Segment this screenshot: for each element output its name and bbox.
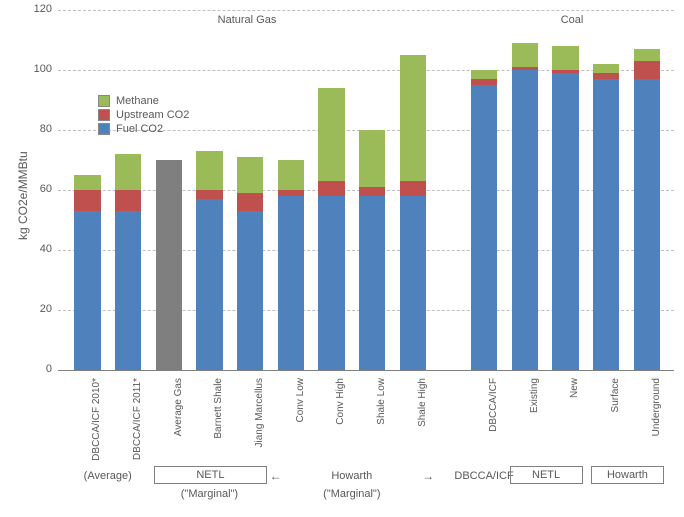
ytick-label: 20 — [40, 303, 52, 315]
bar-segment-fuel — [359, 196, 385, 370]
bar-segment-upstream — [593, 73, 619, 79]
bar-segment-fuel — [593, 79, 619, 370]
bar-segment-methane — [196, 151, 222, 190]
ytick-label: 100 — [34, 63, 52, 75]
bar-segment-upstream — [74, 190, 100, 211]
bar-segment-fuel — [552, 73, 578, 370]
bar-segment-methane — [237, 157, 263, 193]
subgroup-label: NETL — [510, 466, 583, 484]
subgroup-label: ("Marginal") — [159, 488, 259, 500]
bar-segment-fuel — [74, 211, 100, 370]
bar-segment-avg — [156, 160, 182, 370]
bar — [318, 10, 344, 370]
subgroup-label: ("Marginal") — [302, 488, 402, 500]
gridline — [58, 370, 674, 371]
bar-segment-methane — [318, 88, 344, 181]
bar-segment-fuel — [318, 196, 344, 370]
ytick-label: 120 — [34, 3, 52, 15]
arrow-right-icon: → — [422, 469, 434, 483]
bar-segment-methane — [278, 160, 304, 190]
ytick-label: 80 — [40, 123, 52, 135]
legend-item: Upstream CO2 — [98, 109, 189, 121]
bar-segment-methane — [512, 43, 538, 67]
bar-segment-upstream — [552, 70, 578, 73]
bar — [74, 10, 100, 370]
bar-segment-methane — [359, 130, 385, 187]
bar-segment-upstream — [196, 190, 222, 199]
bar-segment-fuel — [471, 85, 497, 370]
bar-segment-upstream — [471, 79, 497, 85]
bar-segment-methane — [593, 64, 619, 73]
bar-segment-fuel — [400, 196, 426, 370]
category-label: DBCCA/ICF — [488, 378, 499, 478]
bar-segment-methane — [552, 46, 578, 70]
group-header: Coal — [470, 14, 674, 26]
bar-segment-fuel — [278, 196, 304, 370]
ytick-label: 40 — [40, 243, 52, 255]
legend-swatch — [98, 109, 110, 121]
bar — [196, 10, 222, 370]
subgroup-label: Howarth — [302, 470, 402, 482]
bar-segment-upstream — [318, 181, 344, 196]
legend-swatch — [98, 95, 110, 107]
legend-label: Fuel CO2 — [116, 123, 163, 135]
bar-segment-methane — [471, 70, 497, 79]
bar — [115, 10, 141, 370]
ytick-label: 60 — [40, 183, 52, 195]
legend-item: Methane — [98, 95, 189, 107]
category-label: Conv Low — [295, 378, 306, 478]
category-label: Existing — [529, 378, 540, 478]
bar — [359, 10, 385, 370]
legend-label: Upstream CO2 — [116, 109, 189, 121]
bar-segment-upstream — [400, 181, 426, 196]
bar-segment-methane — [400, 55, 426, 181]
bar-segment-upstream — [512, 67, 538, 70]
bar — [237, 10, 263, 370]
ytick-label: 0 — [46, 363, 52, 375]
category-label: Jiang Marcellus — [254, 378, 265, 478]
legend-swatch — [98, 123, 110, 135]
bar-segment-upstream — [359, 187, 385, 196]
bar-segment-fuel — [512, 70, 538, 370]
bar-segment-methane — [115, 154, 141, 190]
bar-segment-methane — [634, 49, 660, 61]
category-label: Surface — [610, 378, 621, 478]
bar-segment-upstream — [237, 193, 263, 211]
bar-segment-fuel — [237, 211, 263, 370]
group-header: Natural Gas — [58, 14, 436, 26]
y-axis-title: kg CO2e/MMBtu — [16, 151, 30, 240]
bar — [156, 10, 182, 370]
category-label: DBCCA/ICF 2011* — [132, 378, 143, 478]
legend-label: Methane — [116, 95, 159, 107]
arrow-left-icon: ← — [270, 469, 282, 483]
category-label: DBCCA/ICF 2010* — [91, 378, 102, 478]
bar — [552, 10, 578, 370]
category-label: Average Gas — [173, 378, 184, 478]
bar-segment-upstream — [278, 190, 304, 196]
bar — [471, 10, 497, 370]
bar-segment-upstream — [634, 61, 660, 79]
bar-segment-upstream — [115, 190, 141, 211]
bar-segment-methane — [74, 175, 100, 190]
category-label: New — [569, 378, 580, 478]
category-label: Shale High — [417, 378, 428, 478]
bar — [634, 10, 660, 370]
bar — [512, 10, 538, 370]
bar — [278, 10, 304, 370]
subgroup-label: NETL — [154, 466, 268, 484]
bar-segment-fuel — [634, 79, 660, 370]
subgroup-label: (Average) — [58, 470, 158, 482]
category-label: Barnett Shale — [213, 378, 224, 478]
bar-segment-fuel — [115, 211, 141, 370]
bar-segment-fuel — [196, 199, 222, 370]
category-label: Shale Low — [376, 378, 387, 478]
legend-item: Fuel CO2 — [98, 123, 189, 135]
category-label: Conv High — [335, 378, 346, 478]
bar — [400, 10, 426, 370]
legend: Methane Upstream CO2 Fuel CO2 — [98, 95, 189, 137]
subgroup-label: Howarth — [591, 466, 664, 484]
category-label: Underground — [651, 378, 662, 478]
bar — [593, 10, 619, 370]
